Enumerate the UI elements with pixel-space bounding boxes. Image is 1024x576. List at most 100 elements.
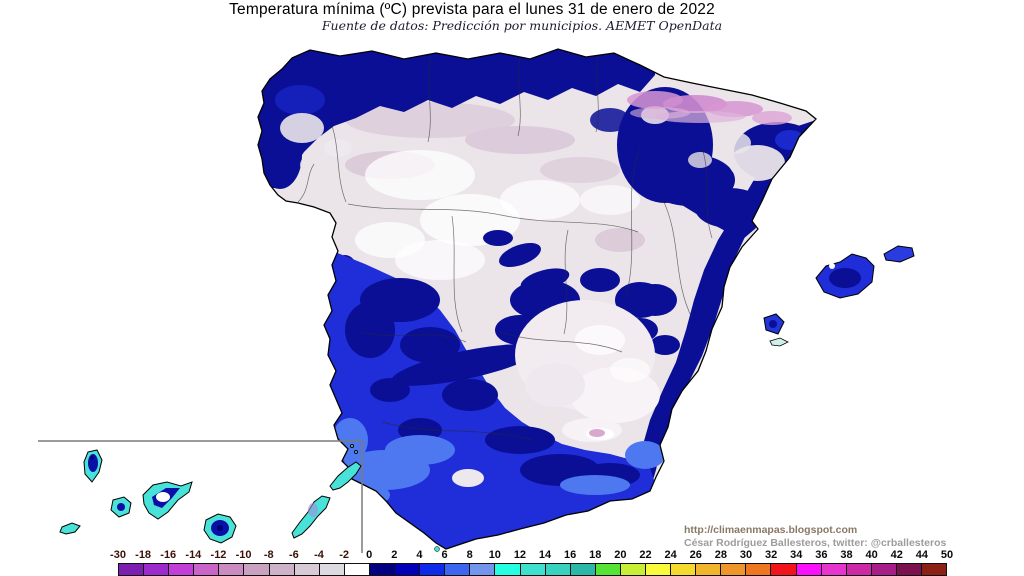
- colorbar-label-22: 22: [639, 549, 652, 561]
- colorbar-label--10: -10: [235, 549, 252, 561]
- colorbar-cell--12-to--10: [218, 564, 244, 575]
- colorbar-label--2: -2: [339, 549, 349, 561]
- colorbar-cell-28-to-30: [720, 564, 746, 575]
- attribution-author: César Rodríguez Ballesteros, twitter: @c…: [684, 537, 947, 549]
- colorbar-cell-0-to-2: [368, 564, 395, 575]
- colorbar-cell-24-to-26: [670, 564, 696, 575]
- colorbar-label--16: -16: [160, 549, 177, 561]
- colorbar-label-26: 26: [689, 549, 702, 561]
- colorbar-label-32: 32: [765, 549, 778, 561]
- colorbar-cell-6-to-8: [444, 564, 470, 575]
- formentera-island: [769, 337, 789, 347]
- colorbar-label-42: 42: [890, 549, 903, 561]
- colorbar-cell--6-to--4: [293, 564, 319, 575]
- colorbar-cell--10-to--8: [243, 564, 269, 575]
- colorbar-cell--16-to--14: [168, 564, 194, 575]
- colorbar-cell-26-to-28: [695, 564, 721, 575]
- colorbar-cell-22-to-24: [644, 564, 671, 575]
- colorbar-label-34: 34: [790, 549, 803, 561]
- colorbar-cell-16-to-18: [569, 564, 595, 575]
- la-gomera-island: [110, 496, 132, 518]
- colorbar-label--18: -18: [135, 549, 152, 561]
- la-mancha-cold-wedge: [515, 300, 660, 423]
- colorbar-label-0: 0: [366, 549, 373, 561]
- colorbar-cell-8-to-10: [469, 564, 495, 575]
- attribution: http://climaenmapas.blogspot.com César R…: [684, 524, 946, 550]
- colorbar-scale: [118, 563, 947, 576]
- colorbar-cell-32-to-34: [770, 564, 796, 575]
- colorbar-cell-30-to-32: [745, 564, 771, 575]
- galicia-thaw-patches: [280, 113, 352, 178]
- colorbar-cell--2-to-0: [343, 564, 369, 575]
- colorbar-label-38: 38: [840, 549, 853, 561]
- colorbar-labels: -30 -18 -16 -14 -12 -10 -8 -6 -4 -2 0 2 4 6 8 10 12 14 16 1…: [110, 549, 953, 562]
- colorbar-label--4: -4: [314, 549, 324, 561]
- colorbar-cell-14-to-16: [544, 564, 570, 575]
- tenerife-island: [142, 481, 193, 520]
- sierra-nevada-frost: [452, 418, 622, 487]
- province-borders: [297, 53, 713, 441]
- colorbar-label-14: 14: [538, 549, 552, 561]
- colorbar-cell-40-to-42: [870, 564, 896, 575]
- colorbar-cell-44-to-50: [921, 564, 947, 575]
- colorbar-cell-20-to-22: [619, 564, 645, 575]
- colorbar-cell-2-to-4: [394, 564, 420, 575]
- temperature-colorbar: -30 -18 -16 -14 -12 -10 -8 -6 -4 -2 0 2 4 6 8 10 12 14 16 1…: [110, 549, 953, 576]
- la-graciosa-islet: [350, 444, 354, 448]
- colorbar-label-16: 16: [564, 549, 577, 561]
- colorbar-cell--8-to--6: [268, 564, 294, 575]
- colorbar-cell-36-to-38: [820, 564, 846, 575]
- colorbar-label--14: -14: [185, 549, 202, 561]
- colorbar-label-44: 44: [915, 549, 928, 561]
- colorbar-label-18: 18: [589, 549, 602, 561]
- plateau-frost-tints: [345, 102, 645, 280]
- colorbar-cell-4-to-6: [419, 564, 445, 575]
- alboran-islet: [434, 546, 440, 552]
- colorbar-cell-18-to-20: [594, 564, 620, 575]
- colorbar-label-20: 20: [614, 549, 627, 561]
- colorbar-cell--18-to--16: [143, 564, 169, 575]
- gran-canaria-island: [203, 513, 237, 544]
- colorbar-label-28: 28: [714, 549, 728, 561]
- inset-border: [38, 440, 363, 553]
- canary-islands-inset: [38, 440, 363, 553]
- colorbar-label-6: 6: [441, 549, 448, 561]
- ibiza-island: [763, 313, 785, 335]
- colorbar-cell-10-to-12: [494, 564, 520, 575]
- map-title: Temperatura mínima (ºC) prevista para el…: [229, 1, 715, 18]
- colorbar-label-2: 2: [391, 549, 398, 561]
- fuerteventura-island: [291, 495, 331, 539]
- colorbar-label-36: 36: [815, 549, 828, 561]
- colorbar-cell--14-to--12: [193, 564, 219, 575]
- colorbar-label--30: -30: [110, 549, 126, 561]
- colorbar-label-10: 10: [488, 549, 501, 561]
- colorbar-label-40: 40: [865, 549, 878, 561]
- colorbar-label--12: -12: [210, 549, 227, 561]
- lanzarote-island: [329, 461, 362, 491]
- colorbar-cell-34-to-36: [795, 564, 821, 575]
- alegranza-islet: [354, 450, 358, 454]
- colorbar-label-12: 12: [513, 549, 527, 561]
- colorbar-label-8: 8: [466, 549, 473, 561]
- colorbar-cell--30-to--18: [119, 564, 144, 575]
- colorbar-cell-38-to-40: [845, 564, 871, 575]
- menorca-island: [883, 245, 915, 263]
- colorbar-label-24: 24: [664, 549, 677, 561]
- el-hierro-island: [59, 522, 81, 535]
- colorbar-cell-42-to-44: [895, 564, 921, 575]
- colorbar-label-4: 4: [416, 549, 423, 561]
- coastline-outline: [257, 48, 817, 550]
- la-palma-island: [83, 449, 103, 483]
- mallorca-island: [815, 253, 875, 299]
- colorbar-label-30: 30: [739, 549, 753, 561]
- colorbar-cell-12-to-14: [519, 564, 545, 575]
- colorbar-label--6: -6: [288, 549, 299, 561]
- colorbar-cell--4-to--2: [318, 564, 344, 575]
- pyrenees-frost-zone: [627, 91, 792, 125]
- attribution-url: http://climaenmapas.blogspot.com: [684, 524, 858, 536]
- colorbar-label--8: -8: [263, 549, 274, 561]
- map-subtitle: Fuente de datos: Predicción por municipi…: [321, 18, 723, 33]
- balearic-islands: [763, 245, 915, 347]
